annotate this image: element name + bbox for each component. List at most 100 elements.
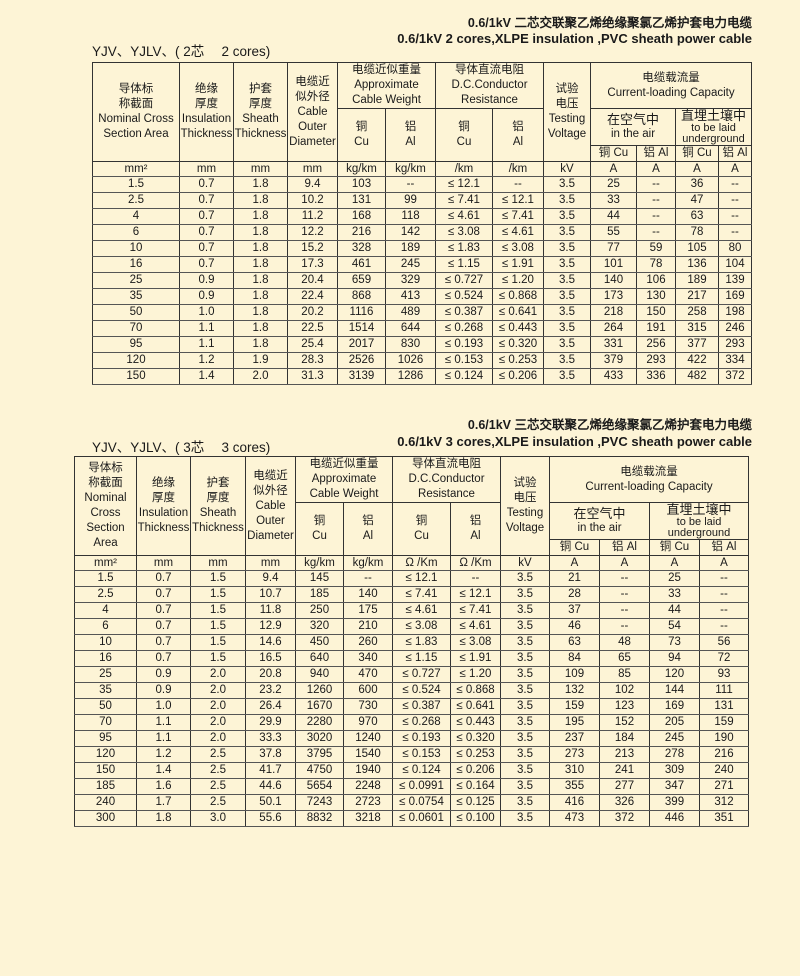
table-cell: ≤ 0.125: [450, 794, 501, 811]
table-row: 16 0.7 1.8 17.3 461 245 ≤ 1.15 ≤ 1.91 3.5 101 78 13…: [92, 256, 752, 273]
header-line: Diameter: [247, 529, 294, 542]
table-cell: 300: [74, 810, 137, 827]
table-cell: 33: [649, 586, 700, 603]
table-cell: 111: [699, 682, 749, 699]
table-cell: 1.5: [190, 618, 246, 635]
header-line: Thickness: [180, 128, 233, 140]
table-cell: 377: [675, 336, 719, 353]
table-row: 35 0.9 1.8 22.4 868 413 ≤ 0.524 ≤ 0.868 3.5 173 13…: [92, 288, 752, 305]
table-cell: ≤ 4.61: [392, 602, 451, 619]
table-row: 2.5 0.7 1.5 10.7 185 140 ≤ 7.41 ≤ 12.1 3.5 28 -- 33…: [74, 586, 749, 603]
table-cell: 277: [599, 778, 650, 795]
section-title-cn: 0.6/1kV 二芯交联聚乙烯绝缘聚氯乙烯护套电力电缆: [467, 16, 752, 30]
header-line: D.C.Conductor: [451, 79, 528, 91]
header-resistance-al: 铝 Al: [450, 502, 501, 556]
table-cell: ≤ 0.443: [492, 320, 544, 337]
table-cell: 4750: [295, 762, 344, 779]
table-cell: --: [699, 618, 749, 635]
table-cell: 310: [549, 762, 600, 779]
header-line: 铜: [355, 121, 368, 133]
header-line: Cable Weight: [352, 94, 421, 106]
table-cell: ≤ 0.124: [392, 762, 451, 779]
table-cell: 0.7: [136, 634, 191, 651]
table-cell: 0.7: [136, 602, 191, 619]
table-cell: 2723: [343, 794, 393, 811]
unit-cell: mm: [233, 161, 288, 177]
header-insulation: 绝缘 厚度 Insulation Thickness: [179, 62, 234, 162]
table-cell: 1.5: [190, 634, 246, 651]
table-cell: 3.5: [543, 288, 591, 305]
table-cell: ≤ 1.20: [492, 272, 544, 289]
table-cell: 2.0: [190, 698, 246, 715]
table-cell: ≤ 0.0991: [392, 778, 451, 795]
table-cell: 470: [343, 666, 393, 683]
table-cell: ≤ 12.1: [450, 586, 501, 603]
table-cell: 20.8: [245, 666, 296, 683]
table-cell: 63: [675, 208, 719, 225]
header-line: 直埋土壤中: [680, 108, 746, 123]
table-cell: ≤ 0.727: [435, 272, 493, 289]
table-cell: 1.6: [136, 778, 191, 795]
table-cell: 35: [92, 288, 180, 305]
table-cell: ≤ 1.15: [435, 256, 493, 273]
table-cell: 0.9: [179, 272, 234, 289]
table-cell: 10: [92, 240, 180, 257]
table-cell: 240: [74, 794, 137, 811]
table-cell: 17.3: [287, 256, 338, 273]
unit-cell: mm²: [74, 555, 137, 571]
header-voltage: 试验 电压 Testing Voltage: [500, 456, 550, 556]
table-cell: ≤ 0.153: [392, 746, 451, 763]
header-line: 导体标: [88, 462, 123, 474]
table-cell: 46: [549, 618, 600, 635]
table-cell: 1.1: [136, 730, 191, 747]
table-cell: 433: [590, 368, 637, 385]
unit-cell: kV: [543, 161, 591, 177]
table-cell: 168: [337, 208, 386, 225]
header-weight-cu: 铜 Cu: [337, 108, 386, 162]
table-cell: ≤ 0.387: [435, 304, 493, 321]
table-cell: ≤ 7.41: [435, 192, 493, 209]
table-cell: 413: [385, 288, 436, 305]
table-cell: 142: [385, 224, 436, 241]
table-cell: 3.5: [543, 208, 591, 225]
table-cell: ≤ 0.193: [435, 336, 493, 353]
table-cell: 152: [599, 714, 650, 731]
table-cell: 218: [590, 304, 637, 321]
table-cell: 0.9: [136, 666, 191, 683]
table-cell: 334: [718, 352, 752, 369]
table-cell: ≤ 0.524: [392, 682, 451, 699]
header-area: 导体标 称截面 Nominal Cross Section Area: [74, 456, 137, 556]
header-line: Approximate: [311, 473, 377, 485]
table-cell: 1.8: [233, 272, 288, 289]
table-cell: 41.7: [245, 762, 296, 779]
table-cell: --: [492, 176, 544, 193]
table-cell: 1.5: [190, 570, 246, 587]
table-row: 6 0.7 1.5 12.9 320 210 ≤ 3.08 ≤ 4.61 3.5 46 -- 54 --: [74, 618, 749, 635]
table-cell: 1.9: [233, 352, 288, 369]
table-cell: 293: [718, 336, 752, 353]
table-cell: ≤ 3.08: [435, 224, 493, 241]
table-row: 150 1.4 2.5 41.7 4750 1940 ≤ 0.124 ≤ 0.206 3.5 31…: [74, 762, 749, 779]
table-cell: 16: [92, 256, 180, 273]
table-cell: 50: [74, 698, 137, 715]
unit-cell: kg/km: [343, 555, 393, 571]
table-cell: ≤ 3.08: [392, 618, 451, 635]
table-cell: 0.7: [136, 570, 191, 587]
table-cell: ≤ 7.41: [392, 586, 451, 603]
table-cell: 145: [295, 570, 344, 587]
header-line: 电缆载流量: [620, 465, 678, 478]
table-cell: 1.1: [179, 336, 234, 353]
table-cell: 44: [649, 602, 700, 619]
table-cell: 3.5: [543, 304, 591, 321]
table-cell: --: [718, 224, 752, 241]
header-line: 绝缘: [152, 477, 175, 489]
table-cell: 351: [699, 810, 749, 827]
table-cell: ≤ 1.15: [392, 650, 451, 667]
unit-cell: A: [590, 161, 637, 177]
table-cell: 78: [636, 256, 676, 273]
table-cell: 12.2: [287, 224, 338, 241]
table-cell: 105: [675, 240, 719, 257]
table-cell: 20.2: [287, 304, 338, 321]
section-title-en: 0.6/1kV 3 cores,XLPE insulation ,PVC she…: [397, 434, 752, 449]
table-cell: 118: [385, 208, 436, 225]
